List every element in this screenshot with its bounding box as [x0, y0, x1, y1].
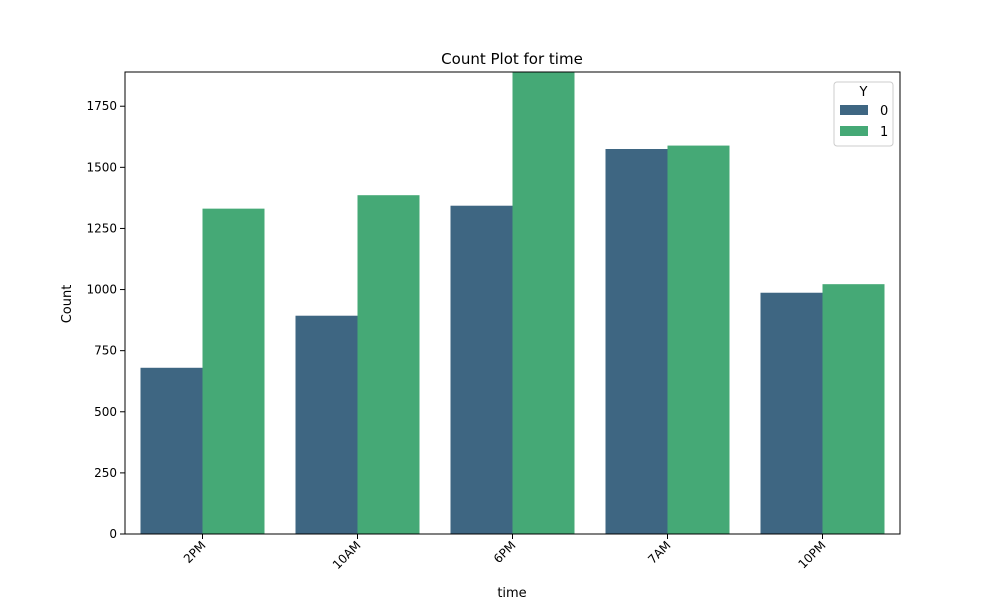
legend-label-1: 1 [880, 125, 888, 140]
bar-10PM-series-0 [760, 292, 823, 534]
y-axis-label: Count [60, 285, 75, 324]
y-tick-label: 0 [109, 527, 117, 541]
y-tick-label: 750 [94, 344, 117, 358]
x-axis-label: time [497, 586, 526, 600]
x-tick-label: 6PM [491, 538, 519, 566]
legend-label-0: 0 [880, 104, 888, 119]
y-tick-label: 500 [94, 405, 117, 419]
bar-7AM-series-1 [667, 145, 730, 535]
y-tick-label: 1750 [86, 99, 117, 113]
bar-10AM-series-0 [295, 315, 358, 534]
x-tick-label: 10AM [330, 538, 364, 572]
y-tick-label: 1250 [86, 221, 117, 235]
chart-title: Count Plot for time [441, 50, 583, 68]
bar-6PM-series-0 [450, 205, 513, 534]
y-tick-label: 1500 [86, 160, 117, 174]
y-tick-label: 1000 [86, 283, 117, 297]
legend-title: Y [859, 85, 868, 100]
bar-7AM-series-0 [605, 149, 668, 534]
legend-swatch-1 [840, 126, 868, 136]
legend: Y0 1 [833, 81, 894, 147]
plot-frame [124, 71, 901, 535]
bar-2PM-series-0 [140, 367, 203, 534]
x-tick-label: 2PM [181, 538, 209, 566]
bars-layer [140, 72, 885, 535]
bar-6PM-series-1 [512, 72, 575, 534]
bar-10AM-series-1 [357, 195, 420, 534]
y-tick-label: 250 [94, 466, 117, 480]
bar-10PM-series-1 [822, 284, 885, 534]
legend-swatch-0 [840, 105, 868, 115]
bar-2PM-series-1 [202, 208, 265, 534]
x-tick-label: 7AM [645, 538, 673, 566]
x-tick-label: 10PM [795, 538, 828, 571]
